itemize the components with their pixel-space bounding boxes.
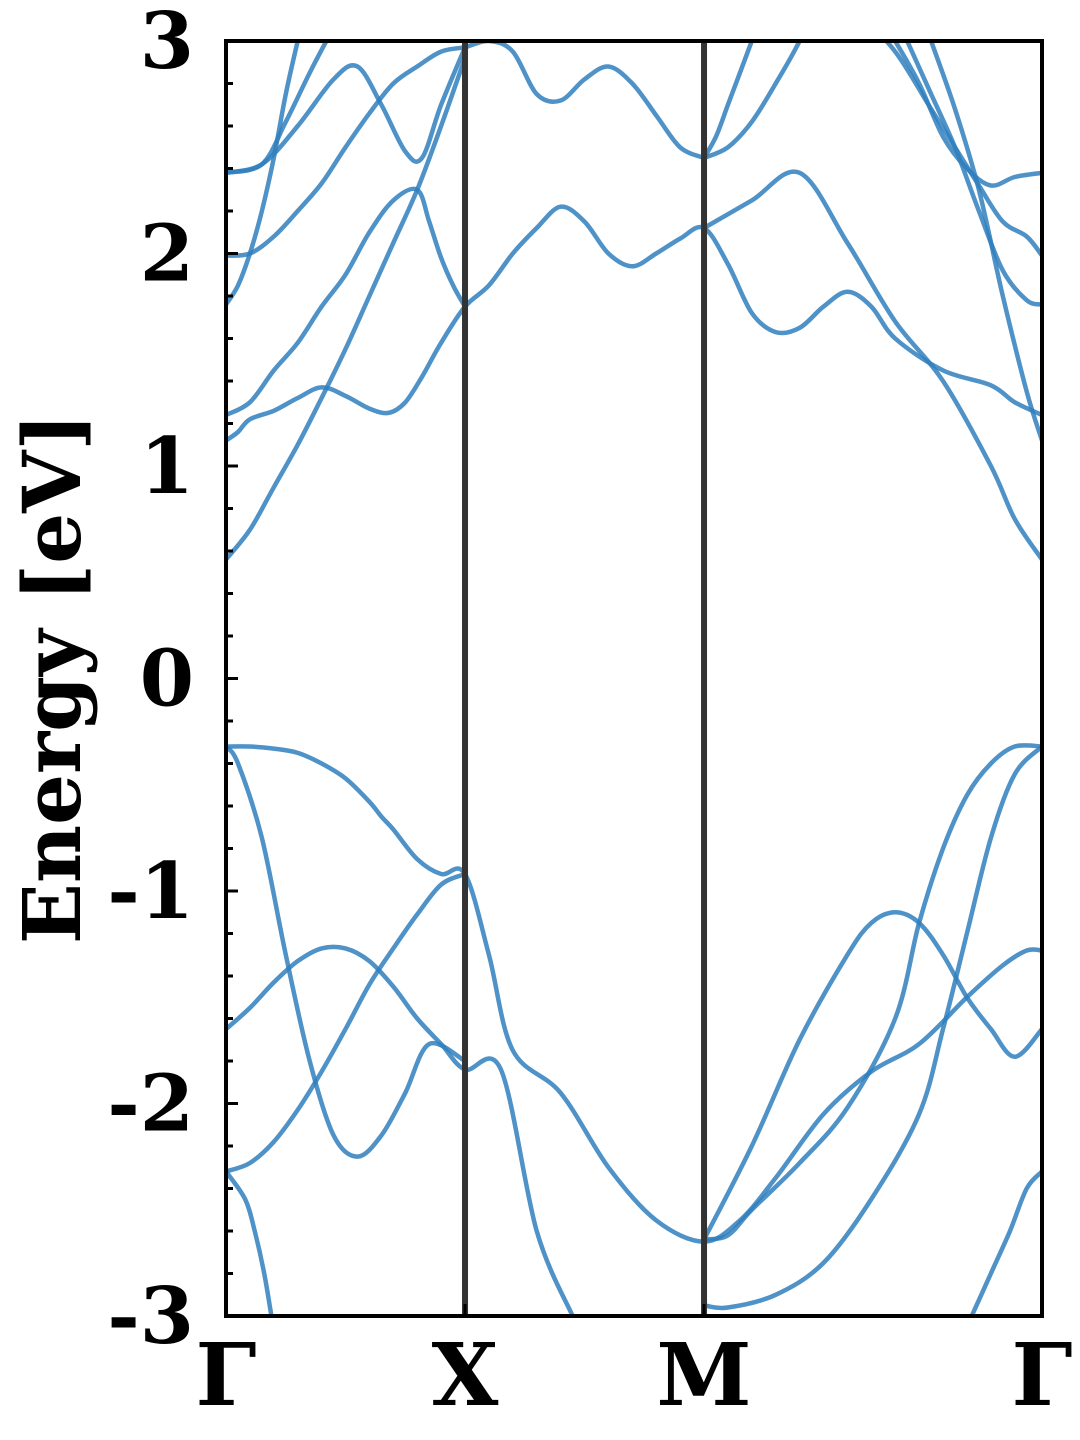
tick-marks (224, 39, 1044, 1318)
band-line-12 (226, 186, 468, 418)
x-tick-label-Γ: Γ (1011, 1325, 1072, 1426)
band-line-21 (904, 41, 1042, 307)
band-line-3 (226, 944, 575, 1316)
band-line-18 (701, 41, 1042, 258)
y-axis-title: Energy [eV] (5, 413, 99, 944)
y-tick-label: 3 (140, 0, 194, 87)
band-line-7 (701, 910, 1042, 1242)
band-line-16 (226, 45, 468, 176)
band-line-20 (892, 41, 1042, 188)
x-tick-label-M: M (656, 1325, 751, 1426)
band-line-2 (226, 744, 468, 1159)
band-line-4 (226, 871, 468, 1174)
y-tick-label: 0 (140, 634, 194, 725)
x-tick-label-Γ: Γ (195, 1325, 256, 1426)
band-line-13 (226, 41, 300, 307)
y-tick-label: -2 (107, 1059, 194, 1150)
y-tick-label: 2 (140, 209, 194, 300)
band-line-14 (226, 45, 468, 258)
y-tick-label: 1 (140, 421, 194, 512)
high-symmetry-lines (462, 41, 708, 1316)
band-line-8 (701, 744, 1042, 1311)
tick-labels: -3 -2 -1 0 1 2 3 Γ X M Γ (107, 0, 1072, 1426)
band-line-23 (701, 169, 1042, 562)
band-line-10 (226, 55, 468, 562)
y-tick-label: -3 (107, 1271, 194, 1362)
plot-frame (224, 39, 1044, 1318)
band-line-11 (226, 204, 1042, 443)
band-line-9 (969, 1169, 1042, 1316)
band-line-19 (701, 41, 755, 161)
band-line-6 (701, 743, 1042, 1242)
x-tick-label-X: X (432, 1325, 499, 1426)
bands-layer (226, 41, 1042, 1316)
band-line-1 (226, 744, 1042, 1244)
y-tick-label: -1 (107, 846, 194, 937)
band-line-22 (928, 41, 1042, 443)
band-line-17 (462, 41, 707, 161)
band-line-5 (226, 1169, 274, 1316)
